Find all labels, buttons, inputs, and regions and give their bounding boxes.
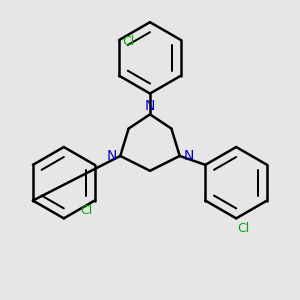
Text: Cl: Cl bbox=[238, 222, 250, 235]
Text: Cl: Cl bbox=[80, 203, 92, 217]
Text: N: N bbox=[183, 149, 194, 163]
Text: N: N bbox=[106, 149, 117, 163]
Text: Cl: Cl bbox=[123, 35, 135, 48]
Text: N: N bbox=[145, 99, 155, 113]
